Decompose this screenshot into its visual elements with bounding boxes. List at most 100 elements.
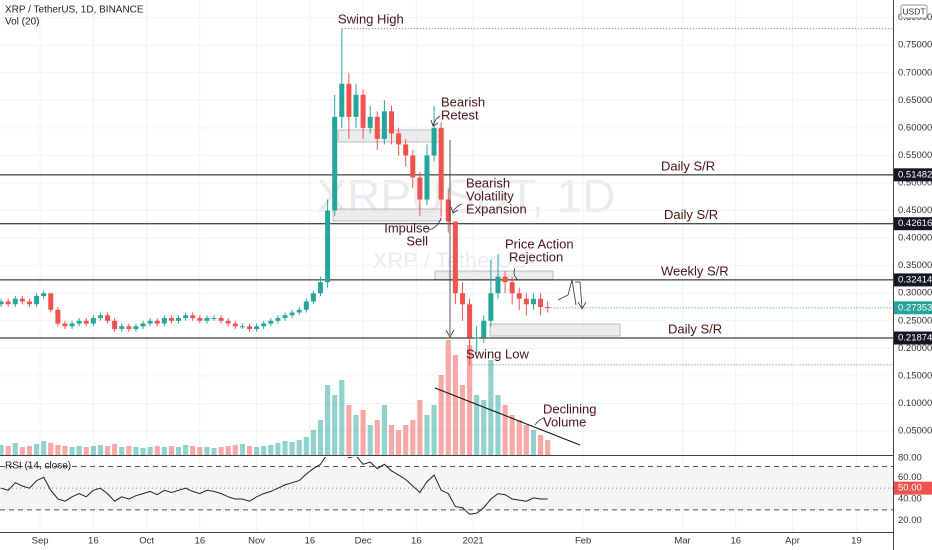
arrow [430,115,441,127]
volume-bar [545,440,551,455]
volume-bar [5,446,11,455]
arrow [534,417,546,426]
plot: Daily S/R Daily S/R Weekly S/R Daily S/R Swi… [0,11,893,515]
candle-body [417,177,423,200]
candle-body [161,318,167,324]
volume-bar [246,446,253,455]
candle-body [48,293,54,310]
annotation: Retest [441,107,479,122]
volume-bar [395,430,402,455]
volume-bar [488,360,494,455]
x-tick-label: Oct [139,536,154,547]
x-tick-label: Nov [248,536,265,547]
arrow [450,203,463,214]
y-tick-label: 0.45000 [898,205,932,216]
volume-bar [76,446,82,455]
volume-bar [474,395,480,455]
candle-body [211,318,217,320]
candle-body [112,320,118,330]
volume-bar [254,447,260,455]
currency-box[interactable] [900,4,928,19]
candle-body [197,318,203,321]
y-tick-label: 0.10000 [898,398,932,409]
candle-body [126,326,132,330]
volume-bar [211,448,217,455]
volume-bar [353,415,359,455]
annotation: Volume [543,414,586,429]
volume-bar [147,447,153,455]
volume-bar [90,446,96,455]
candle-body [34,295,40,305]
candle-body [410,155,416,178]
volume-bar [239,444,246,455]
volume-bar [41,441,47,455]
volume-bar [530,430,537,455]
candle-body [360,94,366,128]
rsi-group [0,457,548,515]
x-tick-label: Dec [355,536,372,547]
candle-body [325,210,331,283]
x-tick-label: Feb [575,536,591,547]
annotation: Rejection [509,249,563,264]
candle-body [268,320,274,324]
x-tick-label: 2021 [463,536,484,547]
volume-bar [69,447,75,455]
projection [557,279,587,310]
level-name: Weekly S/R [661,263,729,278]
candle-body [388,111,394,134]
y-tick-label: 0.65000 [898,95,932,106]
volume-bar [374,420,380,455]
candle-body [445,199,451,222]
x-tick-label: 16 [305,536,316,547]
volume-bar [381,405,387,455]
candle-body [452,221,458,294]
price-tag [894,301,932,315]
volume-bar [509,415,515,455]
annotation: Swing Low [466,346,529,361]
x-tick-label: Sep [32,536,49,547]
volume-bar [104,446,111,455]
candle-body [424,155,430,200]
volume-bar [133,447,139,455]
candle-body [133,326,139,330]
x-tick-label: 16 [411,536,422,547]
volume-bar [0,445,4,455]
volume-bar [183,445,189,455]
candle-body [168,318,174,321]
volume-bar [481,400,487,455]
rsi-tick-label: 40.00 [898,494,922,505]
volume-bar [126,446,132,455]
y-tick-label: 0.20000 [898,343,932,354]
volume-bar [431,405,437,455]
volume-bar [140,448,146,455]
x-tick-label: 16 [88,536,99,547]
volume-bar [55,445,61,455]
price-tag [894,217,932,231]
volume-bar [204,447,210,455]
candle-body [140,323,146,327]
rsi-band [0,466,893,510]
grid [0,0,893,532]
candle-body [431,127,437,156]
candle-body [0,301,4,305]
candle-body [318,282,324,294]
volume-bar [310,430,317,455]
arrow [427,217,442,231]
volume-bar [12,443,18,455]
volume-bar [367,425,373,455]
candle-body [183,315,189,319]
candle-body [239,326,245,328]
volume-bar [261,446,267,455]
annotation: Expansion [466,201,527,216]
candle-body [488,293,494,321]
currency[interactable]: USDT [902,6,925,16]
candle-body [282,315,288,319]
price-tag-label: 0.27353 [898,302,932,313]
volume-bar [452,355,458,455]
volume-bar [62,446,68,455]
candle-body [154,320,160,324]
candle-body [467,304,473,338]
trend-line [434,387,581,446]
candle-body [339,83,345,117]
